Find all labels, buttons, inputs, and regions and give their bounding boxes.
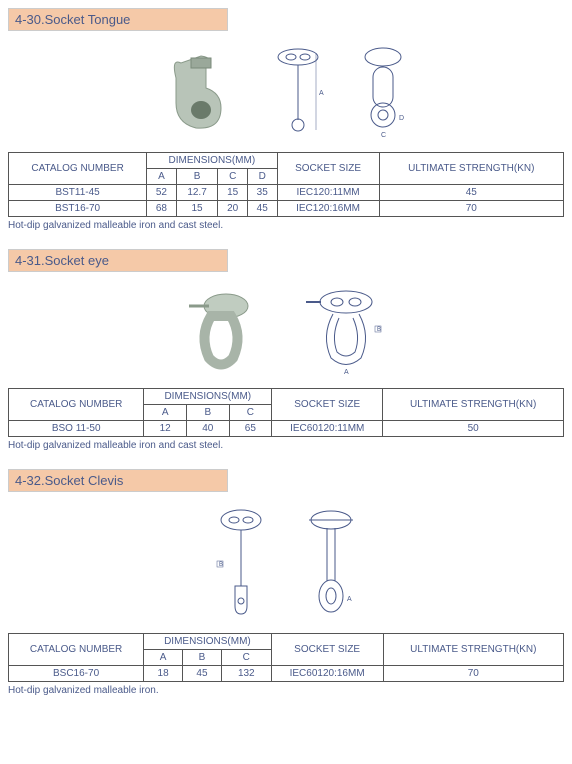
section-note: Hot-dip galvanized malleable iron and ca… bbox=[8, 440, 564, 451]
tech-drawing-1: A bbox=[271, 45, 326, 140]
section-title: 4-30.Socket Tongue bbox=[8, 8, 228, 31]
th-dim: A bbox=[147, 169, 177, 185]
svg-text:C: C bbox=[381, 132, 386, 139]
th-strength: ULTIMATE STRENGTH(KN) bbox=[383, 389, 564, 421]
tech-drawing-2: C D bbox=[356, 45, 411, 140]
th-dim: A bbox=[144, 405, 187, 421]
section-note: Hot-dip galvanized malleable iron. bbox=[8, 685, 564, 696]
table-row: BST16-70 68 15 20 45 IEC120:16MM 70 bbox=[9, 201, 564, 217]
section-title: 4-32.Socket Clevis bbox=[8, 469, 228, 492]
section-socket-tongue: 4-30.Socket Tongue A bbox=[8, 8, 564, 231]
tech-drawing-2: A bbox=[301, 506, 361, 621]
th-dim: B bbox=[186, 405, 229, 421]
image-row: B A bbox=[8, 498, 564, 633]
th-dim: C bbox=[229, 405, 272, 421]
svg-text:A: A bbox=[347, 596, 352, 603]
th-dimensions: DIMENSIONS(MM) bbox=[147, 153, 277, 169]
svg-text:B: B bbox=[377, 327, 381, 333]
th-dimensions: DIMENSIONS(MM) bbox=[144, 634, 271, 650]
th-catalog: CATALOG NUMBER bbox=[9, 153, 147, 185]
data-table: CATALOG NUMBER DIMENSIONS(MM) SOCKET SIZ… bbox=[8, 152, 564, 217]
section-note: Hot-dip galvanized malleable iron and ca… bbox=[8, 220, 564, 231]
image-row: B A bbox=[8, 278, 564, 388]
data-table: CATALOG NUMBER DIMENSIONS(MM) SOCKET SIZ… bbox=[8, 633, 564, 682]
data-table: CATALOG NUMBER DIMENSIONS(MM) SOCKET SIZ… bbox=[8, 388, 564, 437]
svg-text:D: D bbox=[399, 115, 404, 122]
table-row: BST11-45 52 12.7 15 35 IEC120:11MM 45 bbox=[9, 185, 564, 201]
svg-text:A: A bbox=[319, 90, 324, 97]
tech-drawing: B A bbox=[291, 286, 401, 376]
th-dim: D bbox=[247, 169, 277, 185]
th-catalog: CATALOG NUMBER bbox=[9, 389, 144, 421]
th-dim: C bbox=[218, 169, 248, 185]
th-dim: A bbox=[144, 650, 183, 666]
svg-text:B: B bbox=[219, 562, 223, 568]
th-dim: B bbox=[183, 650, 222, 666]
th-strength: ULTIMATE STRENGTH(KN) bbox=[379, 153, 563, 185]
th-socket: SOCKET SIZE bbox=[271, 634, 383, 666]
th-strength: ULTIMATE STRENGTH(KN) bbox=[383, 634, 563, 666]
tech-drawing-1: B bbox=[211, 506, 271, 621]
th-catalog: CATALOG NUMBER bbox=[9, 634, 144, 666]
section-title: 4-31.Socket eye bbox=[8, 249, 228, 272]
th-dimensions: DIMENSIONS(MM) bbox=[144, 389, 272, 405]
th-socket: SOCKET SIZE bbox=[277, 153, 379, 185]
th-dim: C bbox=[221, 650, 271, 666]
image-row: A C D bbox=[8, 37, 564, 152]
th-socket: SOCKET SIZE bbox=[272, 389, 383, 421]
section-socket-clevis: 4-32.Socket Clevis B A bbox=[8, 469, 564, 696]
product-photo bbox=[171, 286, 261, 376]
table-row: BSO 11-50 12 40 65 IEC60120:11MM 50 bbox=[9, 421, 564, 437]
product-photo bbox=[161, 48, 241, 138]
th-dim: B bbox=[176, 169, 218, 185]
svg-text:A: A bbox=[344, 369, 349, 376]
section-socket-eye: 4-31.Socket eye B A CATALO bbox=[8, 249, 564, 451]
table-row: BSC16-70 18 45 132 IEC60120:16MM 70 bbox=[9, 666, 564, 682]
